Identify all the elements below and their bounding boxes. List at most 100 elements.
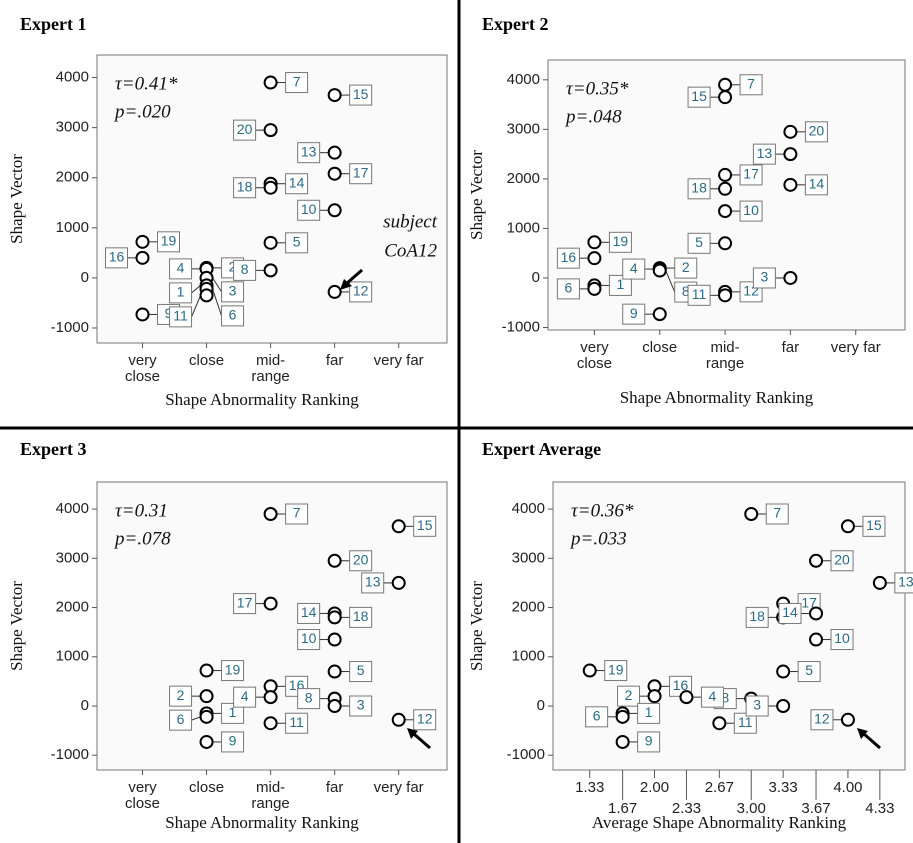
y-tick-label: 0: [81, 269, 89, 286]
point: [199, 288, 214, 303]
point-group: 6: [556, 278, 602, 300]
point-label: 14: [809, 176, 825, 192]
y-axis-label: Shape Vector: [467, 150, 486, 240]
point-label: 16: [109, 249, 125, 265]
x-tick-label-box: close: [642, 340, 677, 356]
point-label-box: [349, 550, 373, 572]
point-group: 13: [297, 142, 342, 164]
point-label-box: [830, 550, 854, 572]
point: [718, 77, 733, 92]
point-label-box: [297, 688, 321, 710]
leader-line: [191, 295, 202, 318]
point: [263, 507, 278, 521]
point-group: 13: [752, 143, 798, 165]
point-group: 9: [622, 303, 667, 325]
x-tick-label-box: mid-range: [251, 353, 289, 385]
point: [615, 734, 630, 749]
point: [391, 575, 406, 590]
point-group: 5: [776, 661, 821, 683]
point: [744, 507, 759, 521]
point: [587, 251, 602, 266]
point-label-box: [169, 258, 193, 280]
point-label: 3: [753, 697, 761, 713]
x-tick-label: very close: [576, 340, 612, 372]
x-axis-label: Average Shape Abnormality Ranking: [592, 813, 847, 832]
arrow: [857, 728, 881, 750]
point-label-box: [285, 503, 309, 525]
point: [809, 606, 824, 621]
y-tick-label: -1000: [51, 319, 89, 336]
point-group: 8: [233, 259, 278, 281]
point: [652, 263, 667, 278]
point-label-box: [349, 661, 373, 683]
point-group: 10: [809, 629, 854, 651]
point: [327, 664, 342, 679]
point-group: 1: [169, 278, 214, 304]
leader-line: [212, 277, 222, 293]
plot-area: [96, 54, 448, 344]
point: [776, 699, 791, 713]
point-group: 7: [744, 503, 789, 525]
point-label-box: [221, 281, 245, 303]
point-group: 5: [327, 661, 373, 683]
point-label: 10: [834, 630, 850, 646]
point-group: 4: [233, 686, 278, 708]
point: [327, 699, 342, 713]
point-label: 13: [365, 574, 381, 590]
point-group: 6: [585, 706, 630, 728]
arrow: [407, 728, 431, 750]
point-label-box: [233, 686, 257, 708]
point-label: 10: [301, 201, 317, 217]
point-label-box: [285, 72, 309, 94]
point-label: 9: [645, 733, 653, 749]
point-label: 4: [709, 688, 717, 704]
point-label: 3: [229, 283, 237, 299]
point-label: 16: [561, 249, 577, 265]
point-label-box: [169, 282, 193, 304]
point-label-box: [221, 702, 245, 724]
point-label-box: [361, 572, 385, 594]
annotation: p=.033: [569, 528, 627, 549]
point: [263, 596, 278, 611]
point-label: 19: [225, 661, 241, 677]
point-label: 11: [692, 286, 707, 302]
point-label: 7: [773, 505, 781, 521]
x-tick-label: 2.00: [640, 779, 669, 796]
point-group: 3: [752, 267, 798, 289]
point: [263, 690, 278, 705]
point-label-box: [830, 629, 854, 651]
y-tick-label: 4000: [56, 69, 89, 86]
point-label-box: [604, 660, 628, 682]
point-label-box: [285, 173, 309, 195]
point: [783, 177, 798, 192]
annotation: τ=0.35*: [566, 78, 629, 99]
point-label: 11: [289, 714, 304, 730]
panel-title: Expert Average: [482, 439, 601, 459]
point: [263, 75, 278, 90]
point-label-box: [221, 305, 245, 327]
y-tick-label: 0: [81, 697, 89, 714]
point-label-box: [233, 177, 257, 199]
point-group: 4: [679, 686, 724, 708]
point-label-box: [674, 257, 698, 279]
panel-title: Expert 1: [20, 14, 87, 34]
point: [615, 709, 630, 724]
point: [327, 610, 342, 625]
x-tick-label: far: [325, 353, 344, 369]
point-group: 18: [233, 177, 278, 199]
y-tick-label: 1000: [507, 219, 540, 236]
point-group: 17: [233, 593, 278, 615]
point-label: 5: [805, 662, 813, 678]
point-group: 14: [783, 174, 828, 196]
point: [783, 270, 798, 285]
point-group: 20: [809, 550, 854, 572]
point: [327, 284, 342, 299]
point-label-box: [765, 503, 789, 525]
point-group: 11: [712, 712, 757, 734]
point-group: 19: [135, 231, 180, 253]
point-group: 15: [840, 515, 886, 537]
y-tick-label: 3000: [56, 119, 89, 136]
point-label: 15: [353, 86, 369, 102]
y-tick-label: 3000: [507, 120, 540, 137]
